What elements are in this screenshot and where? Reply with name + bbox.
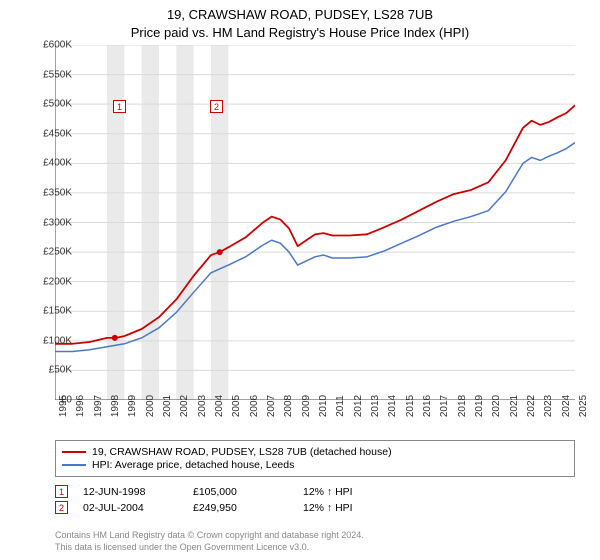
xtick-label: 2016 — [422, 395, 433, 417]
sales-hpi-0: 12% ↑ HPI — [303, 486, 413, 498]
legend-swatch-1 — [62, 464, 86, 466]
xtick-label: 2009 — [301, 395, 312, 417]
xtick-label: 2003 — [197, 395, 208, 417]
ytick-label: £250K — [43, 247, 72, 258]
xtick-label: 2023 — [543, 395, 554, 417]
xtick-label: 2020 — [491, 395, 502, 417]
sales-date-0: 12-JUN-1998 — [83, 486, 193, 498]
sales-marker-1: 2 — [55, 501, 83, 514]
ytick-label: £50K — [49, 365, 72, 376]
plot-svg — [55, 45, 575, 400]
xtick-label: 1999 — [127, 395, 138, 417]
legend-box: 19, CRAWSHAW ROAD, PUDSEY, LS28 7UB (det… — [55, 440, 575, 477]
xtick-label: 2025 — [578, 395, 589, 417]
title-line-1: 19, CRAWSHAW ROAD, PUDSEY, LS28 7UB — [0, 6, 600, 24]
sales-date-1: 02-JUL-2004 — [83, 502, 193, 514]
ytick-label: £100K — [43, 335, 72, 346]
marker-badge-2: 2 — [55, 501, 68, 514]
xtick-label: 2014 — [387, 395, 398, 417]
xtick-label: 2000 — [145, 395, 156, 417]
attribution: Contains HM Land Registry data © Crown c… — [55, 530, 364, 553]
sales-row-0: 1 12-JUN-1998 £105,000 12% ↑ HPI — [55, 485, 575, 498]
xtick-label: 2008 — [283, 395, 294, 417]
title-line-2: Price paid vs. HM Land Registry's House … — [0, 24, 600, 42]
attribution-line-2: This data is licensed under the Open Gov… — [55, 542, 364, 554]
ytick-label: £400K — [43, 158, 72, 169]
marker-badge-1: 1 — [55, 485, 68, 498]
xtick-label: 1996 — [75, 395, 86, 417]
xtick-label: 2012 — [353, 395, 364, 417]
xtick-label: 1998 — [110, 395, 121, 417]
legend-row-0: 19, CRAWSHAW ROAD, PUDSEY, LS28 7UB (det… — [62, 446, 568, 458]
xtick-label: 2021 — [509, 395, 520, 417]
ytick-label: £300K — [43, 217, 72, 228]
legend-label-0: 19, CRAWSHAW ROAD, PUDSEY, LS28 7UB (det… — [92, 446, 392, 458]
xtick-label: 2017 — [439, 395, 450, 417]
ytick-label: £450K — [43, 128, 72, 139]
sales-table: 1 12-JUN-1998 £105,000 12% ↑ HPI 2 02-JU… — [55, 482, 575, 517]
ytick-label: £500K — [43, 99, 72, 110]
floating-marker-1: 1 — [113, 100, 126, 113]
legend-row-1: HPI: Average price, detached house, Leed… — [62, 459, 568, 471]
sales-hpi-1: 12% ↑ HPI — [303, 502, 413, 514]
xtick-label: 2004 — [214, 395, 225, 417]
legend-swatch-0 — [62, 451, 86, 453]
sales-marker-0: 1 — [55, 485, 83, 498]
sales-price-1: £249,950 — [193, 502, 303, 514]
xtick-label: 2005 — [231, 395, 242, 417]
xtick-label: 2011 — [335, 395, 346, 417]
chart-container: 19, CRAWSHAW ROAD, PUDSEY, LS28 7UB Pric… — [0, 0, 600, 560]
ytick-label: £350K — [43, 187, 72, 198]
xtick-label: 2002 — [179, 395, 190, 417]
xtick-label: 1997 — [93, 395, 104, 417]
ytick-label: £600K — [43, 40, 72, 51]
xtick-label: 2006 — [249, 395, 260, 417]
xtick-label: 2001 — [162, 395, 173, 417]
xtick-label: 2022 — [526, 395, 537, 417]
sales-price-0: £105,000 — [193, 486, 303, 498]
floating-marker-2: 2 — [210, 100, 223, 113]
xtick-label: 2024 — [561, 395, 572, 417]
chart-title: 19, CRAWSHAW ROAD, PUDSEY, LS28 7UB Pric… — [0, 6, 600, 42]
xtick-label: 1995 — [58, 395, 69, 417]
legend-label-1: HPI: Average price, detached house, Leed… — [92, 459, 294, 471]
ytick-label: £150K — [43, 306, 72, 317]
xtick-label: 2010 — [318, 395, 329, 417]
ytick-label: £550K — [43, 69, 72, 80]
xtick-label: 2019 — [474, 395, 485, 417]
xtick-label: 2018 — [457, 395, 468, 417]
attribution-line-1: Contains HM Land Registry data © Crown c… — [55, 530, 364, 542]
xtick-label: 2013 — [370, 395, 381, 417]
xtick-label: 2007 — [266, 395, 277, 417]
plot-area — [55, 45, 575, 400]
xtick-label: 2015 — [405, 395, 416, 417]
sales-row-1: 2 02-JUL-2004 £249,950 12% ↑ HPI — [55, 501, 575, 514]
ytick-label: £200K — [43, 276, 72, 287]
